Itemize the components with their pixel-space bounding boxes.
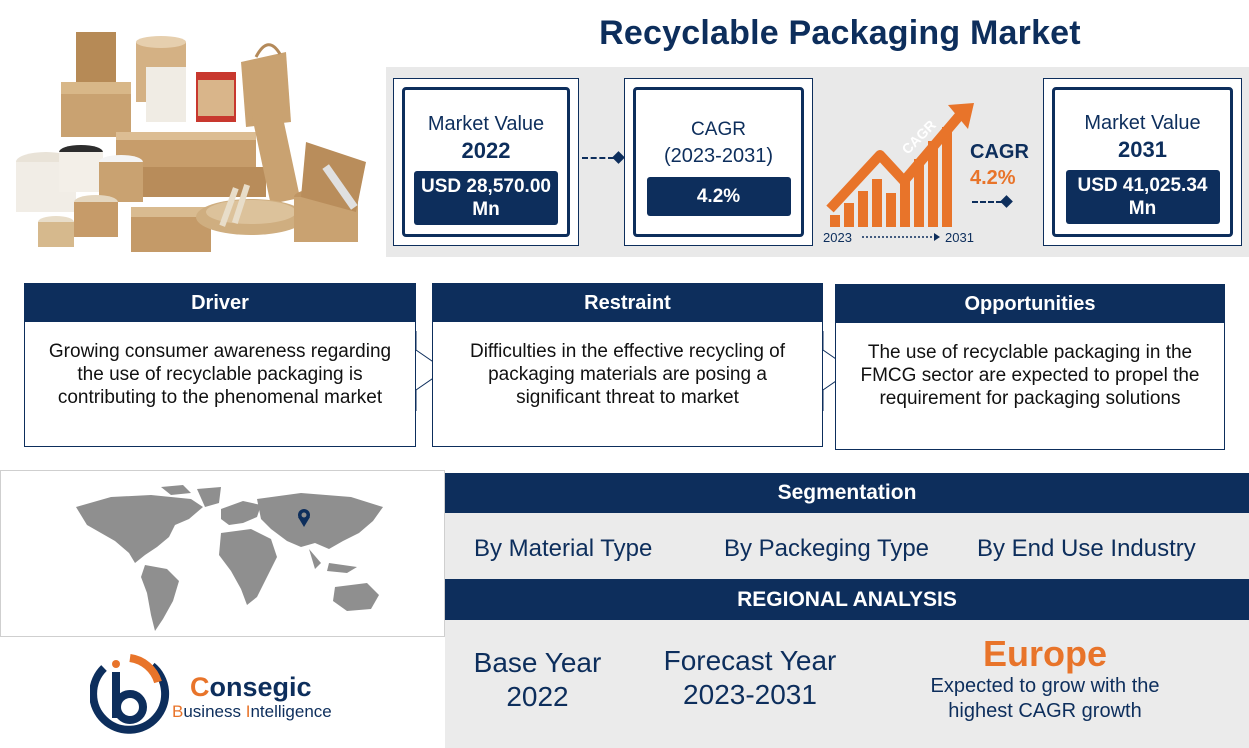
world-map-image [76,485,383,631]
regional-analysis-bar: REGIONAL ANALYSIS [445,579,1249,620]
market-value-2022-card: Market Value 2022 USD 28,570.00 Mn [393,78,579,246]
opportunities-text: The use of recyclable packaging in the F… [860,342,1200,409]
opportunities-heading: Opportunities [836,285,1224,323]
segment-material-type: By Material Type [474,535,653,562]
segmentation-bar: Segmentation [445,473,1249,513]
consegic-logo: Consegic Business Intelligence [90,652,350,742]
market-value-label: Market Value [1084,112,1201,134]
base-year-label: Base Year [473,647,602,678]
base-year-value: 2022 [506,681,569,712]
restraint-text: Difficulties in the effective recycling … [469,341,786,408]
page-title: Recyclable Packaging Market [599,14,1081,52]
growth-end-year: 2031 [945,230,974,245]
region-description: Expected to grow with the highest CAGR g… [930,675,1160,722]
stats-band: Market Value 2022 USD 28,570.00 Mn CAGR … [386,67,1249,257]
brand-name: Consegic [190,672,312,702]
base-year-block: Base Year 2022 [455,646,620,714]
consegic-logo-mark-icon [90,654,170,734]
packaging-products-image [16,32,366,252]
growth-chart-graphic [826,103,974,241]
forecast-year-block: Forecast Year 2023-2031 [640,644,860,712]
market-value-2031-value: USD 41,025.34 Mn [1065,170,1220,224]
arrow-head-icon [612,151,625,164]
market-value-label: Market Value [427,113,545,135]
segmentation-band: By Material Type By Packeging Type By En… [445,513,1249,579]
cagr-label: CAGR [691,119,746,140]
growth-cagr-value: 4.2% [970,167,1016,189]
cagr-card: CAGR (2023-2031) 4.2% [624,78,813,246]
market-value-2031-card: Market Value 2031 USD 41,025.34 Mn [1043,78,1242,246]
driver-box: Driver Growing consumer awareness regard… [24,283,416,447]
regional-band: Base Year 2022 Forecast Year 2023-2031 E… [445,620,1249,748]
cagr-value: 4.2% [646,177,791,216]
forecast-year-label: Forecast Year [663,645,837,676]
growth-start-year: 2023 [823,230,852,245]
dotted-arrow [582,157,614,159]
cagr-period: (2023-2031) [664,145,773,167]
forecast-year-value: 2023-2031 [683,679,817,710]
growth-dotted-arrow [972,201,1002,203]
region-highlight-block: Europe Expected to grow with the highest… [859,634,1231,724]
driver-text: Growing consumer awareness regarding the… [48,341,392,408]
brand-tagline: Business Intelligence [172,702,332,721]
region-name: Europe [982,633,1107,674]
segment-packaging-type: By Packeging Type [724,535,930,562]
growth-cagr-label: CAGR [970,141,1029,163]
opportunities-box: Opportunities The use of recyclable pack… [835,284,1225,450]
market-value-2022-value: USD 28,570.00 Mn [414,171,558,225]
segment-end-use-industry: By End Use Industry [977,535,1196,562]
market-value-year: 2022 [461,138,511,163]
market-value-year: 2031 [1118,137,1167,162]
world-map-panel [0,470,445,637]
driver-heading: Driver [25,284,415,322]
restraint-heading: Restraint [433,284,822,322]
restraint-box: Restraint Difficulties in the effective … [432,283,823,447]
